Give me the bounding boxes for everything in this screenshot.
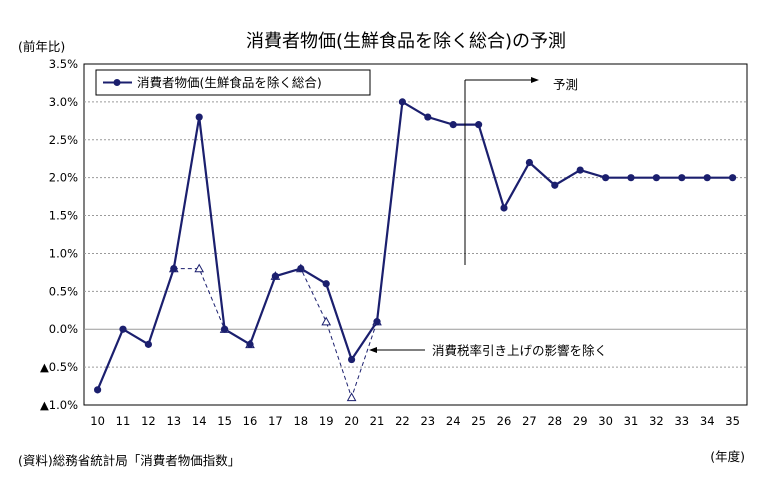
data-point-cpi: [271, 272, 279, 280]
legend-marker: [113, 79, 121, 86]
data-point-cpi: [170, 265, 178, 273]
x-tick-label: 22: [395, 414, 410, 428]
y-tick-label: 2.0%: [49, 171, 78, 185]
series-group: [94, 98, 737, 402]
x-tick-label: 14: [192, 414, 207, 428]
data-point-cpi: [373, 318, 381, 326]
x-tick-label: 16: [243, 414, 258, 428]
x-tick-label: 33: [674, 414, 689, 428]
x-tick-label: 29: [573, 414, 588, 428]
data-point-cpi: [322, 280, 330, 288]
x-tick-label: 34: [700, 414, 715, 428]
x-tick-label: 23: [420, 414, 435, 428]
y-tick-label: 0.5%: [49, 284, 78, 298]
x-tick-label: 11: [116, 414, 131, 428]
tax-arrowhead: [369, 347, 377, 353]
x-tick-label: 30: [598, 414, 613, 428]
tax-annotation-label: 消費税率引き上げの影響を除く: [432, 343, 607, 358]
data-point-cpi: [195, 113, 203, 121]
y-tick-label: 3.0%: [49, 95, 78, 109]
data-point-cpi: [119, 325, 127, 333]
data-point-excluding-tax: [346, 392, 357, 402]
forecast-annotation: 予測: [464, 77, 578, 265]
data-point-cpi: [627, 174, 635, 182]
y-axis-label: (前年比): [18, 39, 65, 54]
data-point-cpi: [525, 158, 534, 167]
x-tick-label: 18: [293, 414, 308, 428]
data-point-cpi: [500, 204, 508, 212]
data-point-cpi: [246, 340, 254, 348]
data-point-cpi: [703, 174, 711, 182]
y-tick-label: 2.5%: [49, 133, 78, 147]
y-tick-label: 0.0%: [49, 322, 78, 336]
source-note: (資料)総務省統計局「消費者物価指数」: [18, 453, 240, 468]
series-line-excluding-tax: [173, 267, 378, 399]
data-point-cpi: [678, 174, 686, 182]
data-point-cpi: [424, 113, 432, 121]
data-point-cpi: [576, 166, 584, 174]
data-point-cpi: [475, 121, 483, 129]
legend: 消費者物価(生鮮食品を除く総合): [95, 69, 371, 96]
forecast-label: 予測: [553, 77, 578, 92]
data-point-cpi: [221, 325, 229, 333]
x-tick-label: 20: [344, 414, 359, 428]
data-point-cpi: [729, 174, 737, 182]
data-point-cpi: [551, 181, 559, 189]
x-tick-label: 32: [649, 414, 664, 428]
x-tick-label: 35: [725, 414, 740, 428]
data-point-cpi: [652, 174, 661, 182]
x-tick-label: 27: [522, 414, 537, 428]
y-tick-label: 3.5%: [49, 57, 78, 71]
x-tick-label: 26: [497, 414, 512, 428]
tax-annotation: 消費税率引き上げの影響を除く: [369, 343, 607, 358]
data-point-cpi: [144, 340, 152, 348]
plot-area: [83, 63, 748, 406]
data-point-cpi: [348, 355, 356, 364]
series-line-cpi: [96, 100, 733, 391]
x-tick-label: 31: [624, 414, 639, 428]
x-tick-label: 19: [319, 414, 334, 428]
data-point-cpi: [94, 386, 102, 394]
y-tick-label: ▲1.0%: [40, 398, 78, 412]
y-tick-label: 1.0%: [49, 246, 78, 260]
data-point-excluding-tax: [321, 316, 332, 326]
legend-box: [95, 69, 371, 96]
x-tick-label: 10: [90, 414, 105, 428]
data-point-cpi: [602, 174, 610, 182]
legend-label: 消費者物価(生鮮食品を除く総合): [137, 75, 322, 90]
y-tick-label: 1.5%: [49, 209, 78, 223]
x-tick-label: 24: [446, 414, 461, 428]
y-tick-labels: 3.5% 3.0% 2.5% 2.0% 1.5% 1.0% 0.5% 0.0% ▲0.5% ▲1.…: [40, 57, 78, 412]
chart-title: 消費者物価(生鮮食品を除く総合)の予測: [246, 31, 566, 52]
x-tick-label: 12: [141, 414, 156, 428]
forecast-arrowhead: [531, 77, 539, 83]
x-tick-label: 17: [268, 414, 283, 428]
data-point-cpi: [449, 121, 457, 129]
x-tick-label: 21: [370, 414, 385, 428]
x-tick-label: 15: [217, 414, 232, 428]
y-tick-label: ▲0.5%: [40, 360, 78, 374]
x-tick-label: 28: [547, 414, 562, 428]
data-point-cpi: [297, 265, 305, 273]
x-axis-label: (年度): [710, 449, 745, 464]
data-point-excluding-tax: [194, 263, 205, 273]
x-tick-labels: 10 11 12 13 14 15 16 17 18 19 20 21 22 23 24 25 26 27 28 29…: [90, 414, 740, 428]
data-point-cpi: [398, 98, 406, 106]
x-tick-label: 25: [471, 414, 486, 428]
x-tick-label: 13: [166, 414, 181, 428]
